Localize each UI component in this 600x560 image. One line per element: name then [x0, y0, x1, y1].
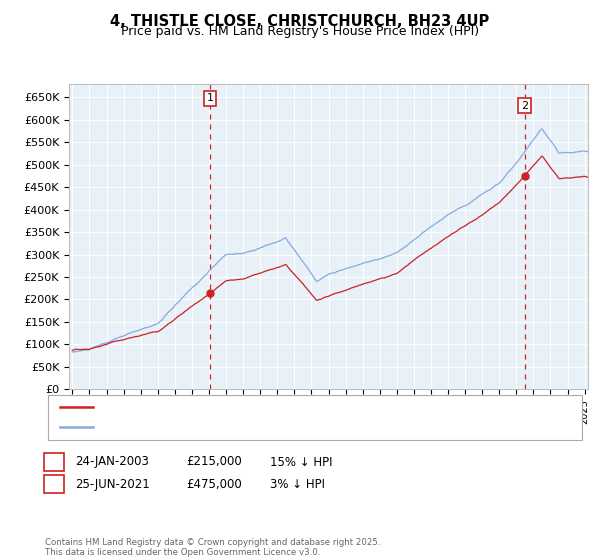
Text: 4, THISTLE CLOSE, CHRISTCHURCH, BH23 4UP: 4, THISTLE CLOSE, CHRISTCHURCH, BH23 4UP — [110, 14, 490, 29]
Text: 24-JAN-2003: 24-JAN-2003 — [75, 455, 149, 469]
Text: Price paid vs. HM Land Registry's House Price Index (HPI): Price paid vs. HM Land Registry's House … — [121, 25, 479, 38]
Text: 2: 2 — [50, 478, 58, 491]
Text: 3% ↓ HPI: 3% ↓ HPI — [270, 478, 325, 491]
Text: Contains HM Land Registry data © Crown copyright and database right 2025.
This d: Contains HM Land Registry data © Crown c… — [45, 538, 380, 557]
Text: 2: 2 — [521, 101, 528, 110]
Text: £475,000: £475,000 — [186, 478, 242, 491]
Text: 1: 1 — [50, 455, 58, 469]
Text: 25-JUN-2021: 25-JUN-2021 — [75, 478, 150, 491]
Text: 1: 1 — [206, 94, 214, 104]
Text: 15% ↓ HPI: 15% ↓ HPI — [270, 455, 332, 469]
Text: 4, THISTLE CLOSE, CHRISTCHURCH, BH23 4UP (detached house): 4, THISTLE CLOSE, CHRISTCHURCH, BH23 4UP… — [99, 402, 419, 412]
Text: £215,000: £215,000 — [186, 455, 242, 469]
Text: HPI: Average price, detached house, Bournemouth Christchurch and Poole: HPI: Average price, detached house, Bour… — [99, 422, 470, 432]
